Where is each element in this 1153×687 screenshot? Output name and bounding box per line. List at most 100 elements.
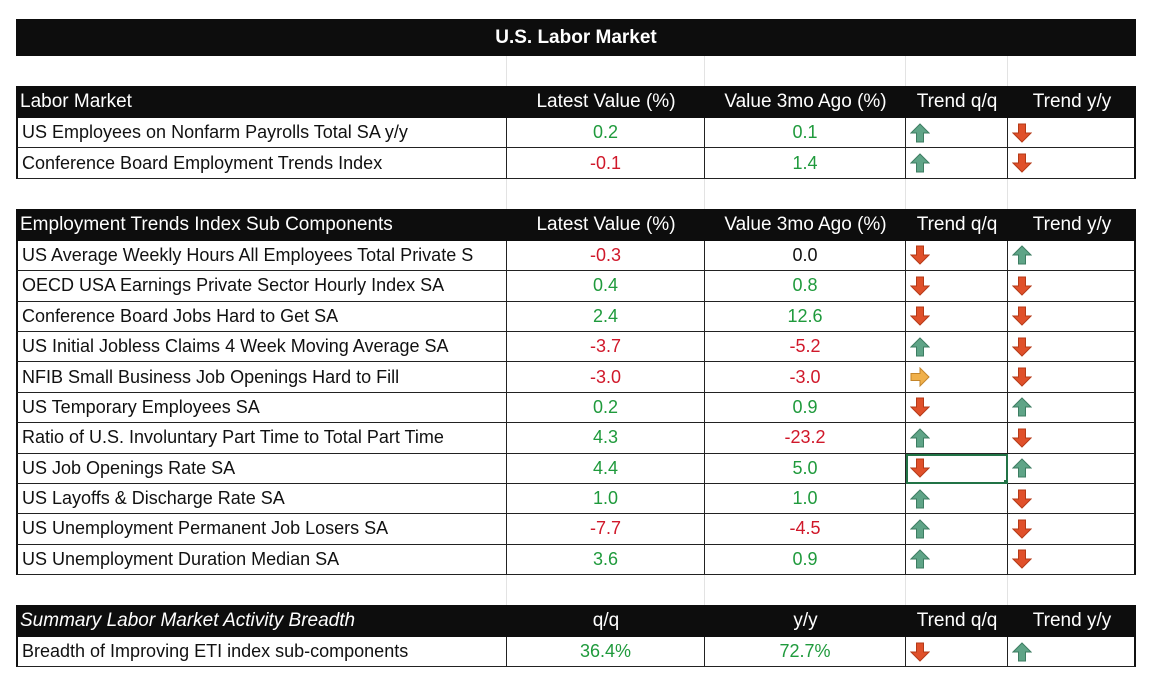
trend-qq-cell[interactable]	[906, 637, 1008, 668]
column-header[interactable]: Summary Labor Market Activity Breadth	[20, 610, 356, 632]
trend-yy-cell[interactable]	[1008, 453, 1136, 484]
column-header[interactable]: Trend q/q	[916, 91, 998, 112]
trend-yy-cell[interactable]	[1008, 637, 1136, 668]
indicator-name-cell[interactable]: US Job Openings Rate SA	[16, 453, 507, 484]
trend-yy-cell[interactable]	[1008, 423, 1136, 454]
previous-value-cell[interactable]: 0.1	[705, 118, 906, 149]
empty-cell[interactable]	[16, 575, 507, 606]
indicator-name-cell[interactable]: US Temporary Employees SA	[16, 392, 507, 424]
trend-yy-cell[interactable]	[1008, 240, 1136, 272]
column-header[interactable]: y/y	[793, 610, 818, 632]
trend-yy-cell[interactable]	[1008, 483, 1136, 515]
indicator-name-cell[interactable]: OECD USA Earnings Private Sector Hourly …	[16, 271, 507, 302]
previous-value-cell[interactable]: 1.0	[705, 483, 906, 515]
previous-value-cell[interactable]: 5.0	[705, 453, 906, 484]
column-header[interactable]: Value 3mo Ago (%)	[724, 91, 887, 112]
column-header[interactable]: Trend q/q	[916, 610, 998, 632]
trend-qq-cell[interactable]	[906, 331, 1008, 363]
trend-qq-cell[interactable]	[906, 514, 1008, 545]
trend-qq-cell[interactable]	[906, 148, 1008, 179]
column-header[interactable]: Trend q/q	[916, 213, 998, 235]
empty-cell[interactable]	[906, 575, 1008, 606]
latest-value-cell[interactable]: 0.2	[507, 118, 705, 149]
latest-value-cell[interactable]: 2.4	[507, 301, 705, 332]
previous-value-cell[interactable]: 12.6	[705, 301, 906, 332]
latest-value-cell[interactable]: -3.7	[507, 331, 705, 363]
empty-cell[interactable]	[1008, 575, 1136, 605]
previous-value-cell[interactable]: 1.4	[705, 148, 906, 179]
empty-cell[interactable]	[705, 575, 906, 606]
previous-value-cell[interactable]: -3.0	[705, 362, 906, 393]
empty-cell[interactable]	[1008, 56, 1136, 86]
latest-value-cell[interactable]: 3.6	[507, 544, 705, 576]
trend-yy-cell[interactable]	[1008, 362, 1136, 393]
latest-value-cell[interactable]: -0.1	[507, 148, 705, 179]
latest-value-cell[interactable]: 1.0	[507, 483, 705, 515]
trend-yy-cell[interactable]	[1008, 392, 1136, 424]
empty-cell[interactable]	[705, 178, 906, 209]
indicator-name-cell[interactable]: US Unemployment Permanent Job Losers SA	[16, 514, 507, 545]
empty-cell[interactable]	[507, 575, 705, 606]
column-header[interactable]: Latest Value (%)	[536, 213, 676, 235]
column-header[interactable]: Latest Value (%)	[536, 91, 676, 112]
indicator-name-cell[interactable]: Conference Board Jobs Hard to Get SA	[16, 301, 507, 332]
column-header[interactable]: Trend y/y	[1032, 610, 1112, 632]
previous-value-cell[interactable]: 0.9	[705, 392, 906, 424]
empty-cell[interactable]	[705, 56, 906, 86]
trend-yy-cell[interactable]	[1008, 544, 1136, 576]
empty-cell[interactable]	[507, 178, 705, 209]
trend-qq-cell[interactable]	[906, 544, 1008, 576]
previous-value-cell[interactable]: -4.5	[705, 514, 906, 545]
trend-yy-cell[interactable]	[1008, 514, 1136, 545]
empty-cell[interactable]	[16, 178, 507, 209]
trend-yy-cell[interactable]	[1008, 301, 1136, 332]
column-header[interactable]: Trend y/y	[1032, 91, 1112, 112]
column-header[interactable]: Employment Trends Index Sub Components	[20, 213, 393, 235]
previous-value-cell[interactable]: 0.9	[705, 544, 906, 576]
trend-yy-cell[interactable]	[1008, 148, 1136, 179]
previous-value-cell[interactable]: 72.7%	[705, 637, 906, 668]
indicator-name-cell[interactable]: NFIB Small Business Job Openings Hard to…	[16, 362, 507, 393]
empty-cell[interactable]	[1008, 179, 1136, 209]
empty-cell[interactable]	[16, 56, 507, 86]
trend-qq-cell[interactable]	[906, 423, 1008, 454]
previous-value-cell[interactable]: 0.8	[705, 271, 906, 302]
trend-qq-cell[interactable]	[906, 271, 1008, 302]
empty-cell[interactable]	[906, 56, 1008, 86]
column-header[interactable]: Labor Market	[20, 91, 132, 112]
indicator-name-cell[interactable]: US Average Weekly Hours All Employees To…	[16, 240, 507, 272]
trend-qq-cell[interactable]	[906, 118, 1008, 149]
trend-qq-cell[interactable]	[906, 240, 1008, 272]
previous-value-cell[interactable]: -23.2	[705, 423, 906, 454]
sheet-title[interactable]: U.S. Labor Market	[495, 26, 657, 48]
previous-value-cell[interactable]: 0.0	[705, 240, 906, 272]
indicator-name-cell[interactable]: Breadth of Improving ETI index sub-compo…	[16, 637, 507, 668]
latest-value-cell[interactable]: -0.3	[507, 240, 705, 272]
trend-qq-cell[interactable]	[906, 362, 1008, 393]
indicator-name-cell[interactable]: Conference Board Employment Trends Index	[16, 148, 507, 179]
latest-value-cell[interactable]: 0.2	[507, 392, 705, 424]
trend-qq-cell[interactable]	[906, 453, 1008, 484]
latest-value-cell[interactable]: 36.4%	[507, 637, 705, 668]
trend-yy-cell[interactable]	[1008, 331, 1136, 363]
trend-qq-cell[interactable]	[906, 392, 1008, 424]
trend-yy-cell[interactable]	[1008, 118, 1136, 149]
latest-value-cell[interactable]: 4.4	[507, 453, 705, 484]
latest-value-cell[interactable]: -3.0	[507, 362, 705, 393]
latest-value-cell[interactable]: -7.7	[507, 514, 705, 545]
column-header[interactable]: Value 3mo Ago (%)	[724, 213, 887, 235]
indicator-name-cell[interactable]: US Unemployment Duration Median SA	[16, 544, 507, 576]
latest-value-cell[interactable]: 0.4	[507, 271, 705, 302]
latest-value-cell[interactable]: 4.3	[507, 423, 705, 454]
column-header[interactable]: Trend y/y	[1032, 213, 1112, 235]
indicator-name-cell[interactable]: US Employees on Nonfarm Payrolls Total S…	[16, 118, 507, 149]
indicator-name-cell[interactable]: US Initial Jobless Claims 4 Week Moving …	[16, 331, 507, 363]
trend-qq-cell[interactable]	[906, 483, 1008, 515]
empty-cell[interactable]	[906, 178, 1008, 209]
indicator-name-cell[interactable]: US Layoffs & Discharge Rate SA	[16, 483, 507, 515]
trend-yy-cell[interactable]	[1008, 271, 1136, 302]
empty-cell[interactable]	[507, 56, 705, 86]
column-header[interactable]: q/q	[592, 610, 620, 632]
indicator-name-cell[interactable]: Ratio of U.S. Involuntary Part Time to T…	[16, 423, 507, 454]
previous-value-cell[interactable]: -5.2	[705, 331, 906, 363]
